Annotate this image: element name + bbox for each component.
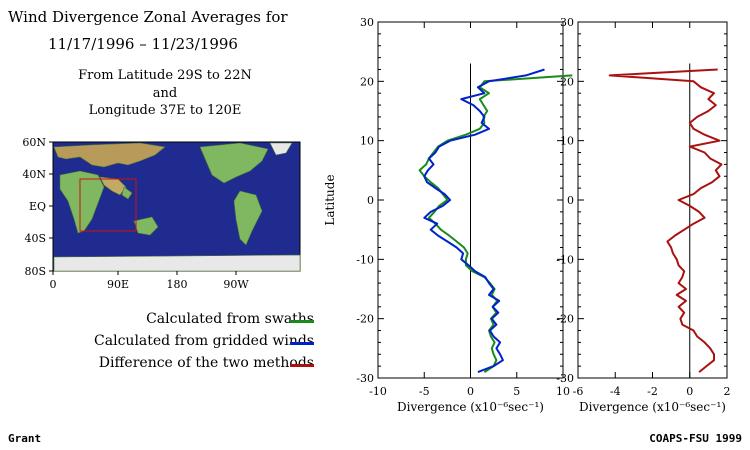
legend-swatch-blue <box>290 342 314 345</box>
y-tick-label: -10 <box>356 253 374 266</box>
y-tick-label: -10 <box>556 253 574 266</box>
map-lat-label: 80S <box>24 265 46 278</box>
map-lon-label: 90W <box>223 278 249 291</box>
series-line <box>423 68 545 374</box>
x-tick-label: -6 <box>573 385 584 398</box>
x-tick-label: -10 <box>369 385 387 398</box>
y-axis-label: Latitude <box>323 174 337 225</box>
footer-author: Grant <box>8 432 42 445</box>
title-line-2: 11/17/1996 – 11/23/1996 <box>48 35 238 53</box>
legend-item-gridded: Calculated from gridded winds <box>94 333 314 349</box>
x-axis-label: Divergence (x10⁻⁶sec⁻¹) <box>579 400 726 414</box>
legend-item-swaths: Calculated from swaths <box>146 311 314 327</box>
y-tick-label: 0 <box>367 194 374 207</box>
legend-label: Calculated from swaths <box>146 311 314 327</box>
map-lat-label: 60N <box>22 136 46 149</box>
title-line-1: Wind Divergence Zonal Averages for <box>8 8 288 26</box>
series-line <box>608 68 723 373</box>
subtitle-line-1: From Latitude 29S to 22N <box>78 68 252 83</box>
y-tick-label: 0 <box>567 194 574 207</box>
subtitle-line-2: and <box>152 86 178 101</box>
x-tick-label: 0 <box>467 385 474 398</box>
map-lon-label: 0 <box>50 278 57 291</box>
map-lon-label: 90E <box>107 278 129 291</box>
x-axis-label: Divergence (x10⁻⁶sec⁻¹) <box>397 400 544 414</box>
legend-label: Difference of the two methods <box>98 355 314 371</box>
x-tick-label: 10 <box>556 385 570 398</box>
legend-swatch-green <box>290 320 314 323</box>
world-map: 60N 40N EQ 40S 80S 0 90E 180 90W <box>22 136 301 291</box>
legend-swatch-red <box>290 364 314 367</box>
y-tick-label: 20 <box>560 75 574 88</box>
subtitle-line-3: Longitude 37E to 120E <box>88 103 242 118</box>
y-tick-label: 10 <box>360 135 374 148</box>
region-box <box>79 178 137 232</box>
x-tick-label: -2 <box>647 385 658 398</box>
y-tick-label: -30 <box>356 372 374 385</box>
map-lat-label: EQ <box>29 200 46 213</box>
map-lat-label: 40S <box>24 232 46 245</box>
x-tick-label: 2 <box>724 385 731 398</box>
legend-label: Calculated from gridded winds <box>94 333 314 349</box>
y-tick-label: -30 <box>556 372 574 385</box>
y-tick-label: -20 <box>356 313 374 326</box>
y-tick-label: -20 <box>556 313 574 326</box>
map-lat-label: 40N <box>22 168 46 181</box>
x-tick-label: -5 <box>419 385 430 398</box>
continents <box>53 142 301 272</box>
y-tick-label: 30 <box>560 16 574 29</box>
x-tick-label: 0 <box>686 385 693 398</box>
x-tick-label: 5 <box>513 385 520 398</box>
y-tick-label: 20 <box>360 75 374 88</box>
plot-frame <box>577 21 728 379</box>
footer-credit: COAPS-FSU 1999 <box>649 432 742 445</box>
y-tick-label: 10 <box>560 135 574 148</box>
legend-item-difference: Difference of the two methods <box>99 355 314 371</box>
series-line <box>418 74 573 373</box>
map-lon-label: 180 <box>167 278 188 291</box>
y-tick-label: 30 <box>360 16 374 29</box>
x-tick-label: -4 <box>610 385 621 398</box>
